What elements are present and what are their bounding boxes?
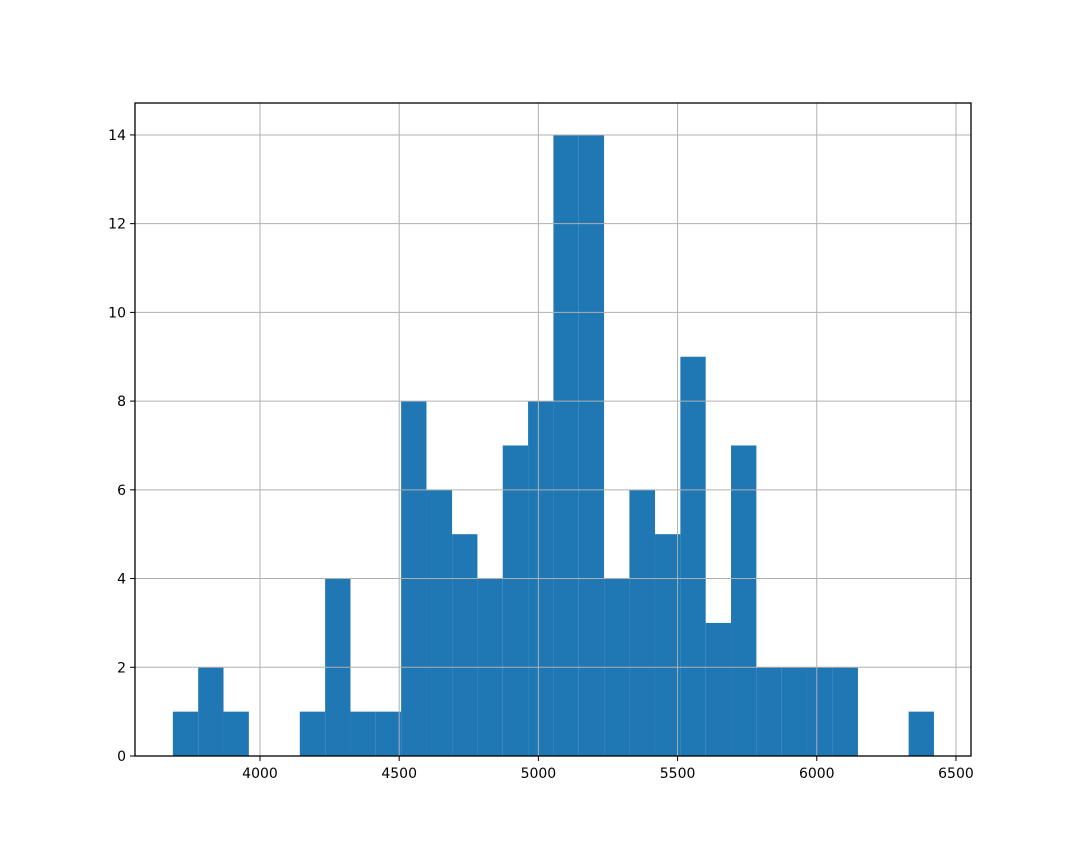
x-tick-label: 5000 — [521, 766, 557, 782]
bar — [655, 534, 681, 756]
y-tick-label: 2 — [117, 660, 126, 676]
bar — [299, 711, 326, 756]
bar — [680, 356, 706, 756]
y-tick-label: 10 — [108, 305, 126, 321]
bar — [731, 445, 757, 756]
bar — [375, 711, 402, 756]
x-tick-label: 4500 — [381, 766, 417, 782]
bar — [807, 667, 833, 756]
bar — [172, 711, 199, 756]
x-tick-label: 6000 — [799, 766, 835, 782]
bar — [426, 489, 453, 756]
y-tick-label: 4 — [117, 572, 126, 588]
y-tick-label: 6 — [117, 483, 126, 499]
y-tick-label: 0 — [117, 749, 126, 765]
bar — [502, 445, 529, 756]
bar — [629, 489, 656, 756]
x-tick-label: 4000 — [242, 766, 278, 782]
bar — [908, 711, 934, 756]
x-tick-label: 6500 — [938, 766, 974, 782]
bar — [198, 667, 224, 756]
bar — [756, 667, 782, 756]
x-tick-label: 5500 — [660, 766, 696, 782]
bar — [452, 534, 478, 756]
bar — [832, 667, 858, 756]
bar — [553, 134, 579, 757]
y-tick-label: 14 — [108, 128, 126, 144]
bar — [350, 711, 376, 756]
bar — [781, 667, 808, 756]
bar — [705, 622, 732, 756]
bar — [578, 134, 605, 757]
y-tick-label: 12 — [108, 217, 126, 233]
y-tick-label: 8 — [117, 394, 126, 410]
axes-frame — [134, 102, 972, 757]
bar — [223, 711, 249, 756]
